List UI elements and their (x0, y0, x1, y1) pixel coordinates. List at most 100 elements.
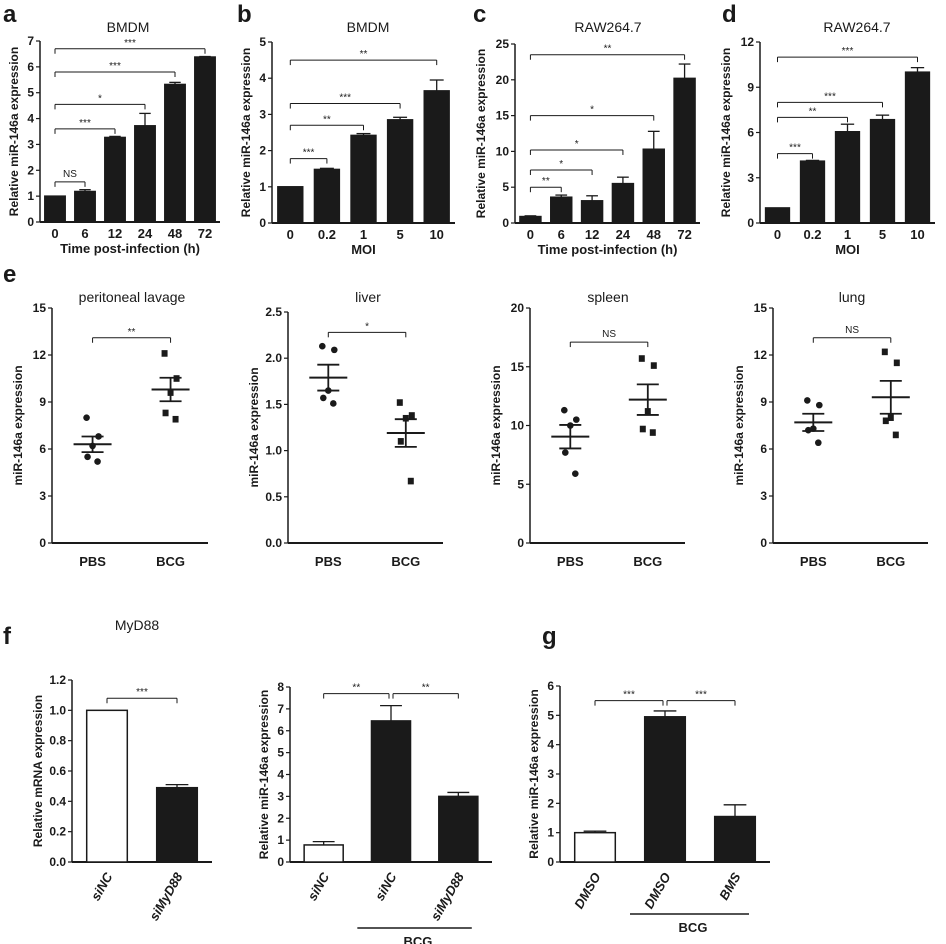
x-category-label: 72 (677, 227, 691, 242)
group-label: BCG (876, 554, 905, 569)
significance-label: *** (695, 690, 707, 701)
y-tick-label: 2 (277, 811, 284, 825)
y-tick-label: 0 (39, 536, 46, 550)
x-category-label: 10 (910, 227, 924, 242)
data-point (816, 401, 823, 409)
significance-label: * (365, 321, 369, 332)
y-tick-label: 0 (259, 216, 266, 230)
bar-2 (713, 815, 757, 863)
y-tick-label: 1.5 (265, 397, 282, 411)
x-category-label: siMyD88 (428, 869, 468, 923)
x-category-label: 0 (774, 227, 781, 242)
data-point (161, 350, 168, 357)
group-label: BCG (156, 554, 185, 569)
chart-title: BMDM (107, 19, 150, 35)
significance-label: *** (339, 93, 351, 104)
significance-label: NS (63, 169, 77, 180)
y-tick-label: 7 (277, 702, 284, 716)
bar-1 (550, 196, 573, 224)
chart-panel-9: 0 1 2 3 4 5 6 7 8 Relative miR-146a expression siN… (257, 680, 492, 944)
y-axis-label: miR-146a expression (489, 365, 503, 485)
x-category-label: 24 (138, 226, 153, 241)
y-tick-label: 1 (277, 833, 284, 847)
x-category-label: siNC (88, 869, 116, 903)
y-tick-label: 5 (27, 86, 34, 100)
bar-1 (74, 190, 96, 223)
chart-title: spleen (587, 289, 628, 305)
y-tick-label: 1 (547, 826, 554, 840)
x-category-label: 1 (844, 227, 851, 242)
y-tick-label: 3 (277, 789, 284, 803)
y-tick-label: 5 (259, 35, 266, 49)
y-tick-label: 20 (511, 301, 525, 315)
bar-1 (643, 716, 687, 863)
bar-5 (673, 77, 696, 224)
chart-title: RAW264.7 (574, 19, 641, 35)
x-category-label: 10 (429, 227, 443, 242)
x-category-label: 48 (647, 227, 661, 242)
y-tick-label: 0 (547, 855, 554, 869)
significance-label: ** (128, 327, 136, 338)
panel-letter: d (722, 1, 737, 28)
y-tick-label: 6 (547, 679, 554, 693)
y-tick-label: 0.5 (265, 490, 282, 504)
significance-label: NS (602, 329, 616, 340)
data-point (639, 425, 646, 433)
x-category-label: 6 (81, 226, 88, 241)
y-axis-label: Relative miR-146a expression (719, 48, 733, 217)
chart-title: RAW264.7 (823, 19, 890, 35)
y-tick-label: 15 (511, 360, 525, 374)
y-tick-label: 1.2 (49, 673, 66, 687)
data-point (397, 438, 404, 445)
group-label: BCG (633, 554, 662, 569)
chart-panel-6: spleen 0 5 10 15 20 miR-146a expression PBS BCG N… (489, 289, 685, 569)
y-axis-label: Relative mRNA expression (31, 695, 45, 847)
x-category-label: 72 (198, 226, 212, 241)
x-axis-label: Time post-infection (h) (538, 242, 678, 257)
significance-label: ** (360, 49, 368, 60)
data-point (561, 406, 568, 414)
x-category-label: 5 (396, 227, 403, 242)
bar-2 (438, 795, 479, 863)
y-axis-label: Relative miR-146a expression (257, 690, 271, 859)
x-category-label: 1 (360, 227, 367, 242)
y-tick-label: 0.0 (265, 536, 282, 550)
y-axis-label: Relative miR-146a expression (239, 48, 253, 217)
y-tick-label: 1 (27, 189, 34, 203)
data-point (572, 470, 579, 477)
y-axis-label: miR-146a expression (732, 365, 746, 485)
data-point (804, 397, 811, 404)
group-label: BCG (403, 934, 432, 944)
data-point (402, 414, 409, 422)
significance-label: * (575, 139, 579, 150)
x-category-label: 12 (108, 226, 122, 241)
group-label: BCG (391, 554, 420, 569)
y-tick-label: 9 (39, 395, 46, 409)
y-tick-label: 0.8 (49, 734, 66, 748)
y-tick-label: 2 (27, 163, 34, 177)
bar-0 (573, 831, 617, 863)
y-tick-label: 3 (27, 137, 34, 151)
significance-label: ** (542, 176, 550, 187)
y-tick-label: 2 (547, 796, 554, 810)
x-category-label: 0 (527, 227, 534, 242)
bar-2 (104, 136, 126, 223)
significance-label: *** (303, 148, 315, 159)
panel-letter: a (3, 1, 17, 28)
data-point (396, 399, 403, 406)
y-tick-label: 5 (502, 180, 509, 194)
data-point (331, 346, 338, 354)
y-tick-label: 1 (259, 180, 266, 194)
significance-label: * (559, 159, 563, 170)
data-point (882, 417, 889, 425)
y-tick-label: 3 (747, 171, 754, 185)
y-tick-label: 3 (547, 767, 554, 781)
significance-label: ** (422, 683, 430, 694)
y-tick-label: 6 (277, 724, 284, 738)
y-tick-label: 15 (754, 301, 768, 315)
bar-0 (519, 215, 542, 224)
y-tick-label: 12 (754, 348, 768, 362)
significance-label: *** (124, 38, 136, 49)
y-tick-label: 10 (496, 144, 510, 158)
